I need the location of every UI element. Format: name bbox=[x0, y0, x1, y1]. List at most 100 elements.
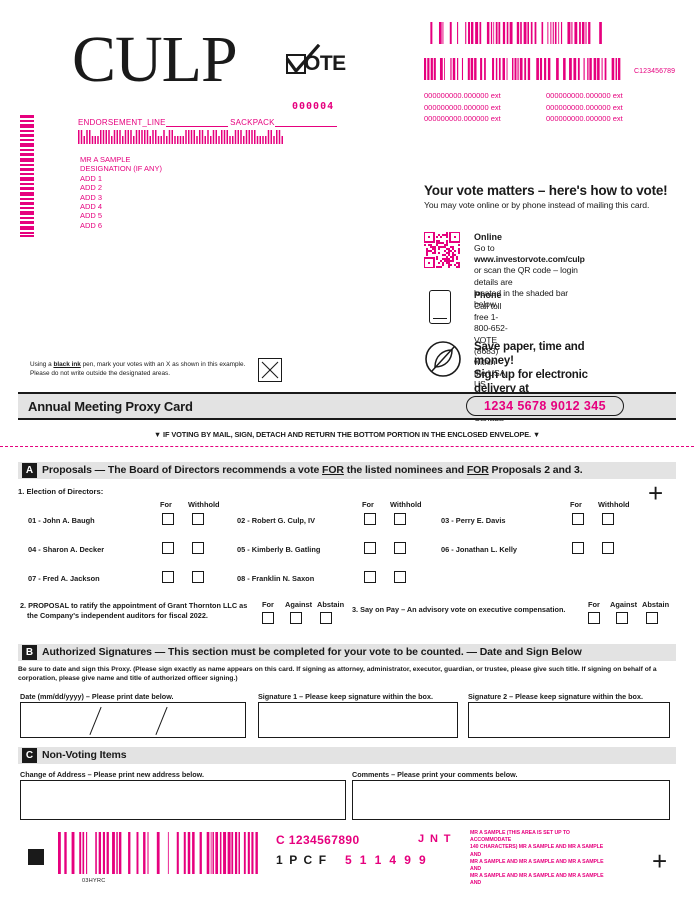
nominee-02: 02 - Robert G. Culp, IV bbox=[237, 516, 316, 525]
phone-icon bbox=[424, 290, 451, 324]
signature-instructions: Be sure to date and sign this Proxy. (Pl… bbox=[18, 666, 657, 683]
proxy-card-title: Annual Meeting Proxy Card bbox=[28, 399, 193, 414]
sackpack-blank bbox=[274, 118, 337, 127]
endorsement-label: ENDORSEMENT_LINE bbox=[78, 118, 166, 127]
registration-mark-top-right: + bbox=[648, 478, 664, 508]
marking-instructions: Using a black ink pen, mark your votes w… bbox=[30, 360, 252, 378]
online-text: Online Go to www.investorvote.com/culp o… bbox=[474, 232, 585, 310]
checkbox-06-for[interactable] bbox=[572, 542, 584, 554]
qr-code-icon[interactable] bbox=[423, 231, 461, 273]
date-input-box[interactable] bbox=[20, 702, 246, 738]
footer-sample-line: MR A SAMPLE (THIS AREA IS SET UP TO ACCO… bbox=[470, 830, 570, 844]
signature-1-label: Signature 1 – Please keep signature with… bbox=[258, 692, 433, 701]
vote-matters-title: Your vote matters – here's how to vote! bbox=[424, 183, 668, 198]
online-line-1: Go to www.investorvote.com/culp bbox=[474, 243, 585, 265]
col-header-abstain-p2: Abstain bbox=[317, 600, 345, 609]
address-line: ADD 5 bbox=[80, 211, 103, 221]
registration-mark-bottom-right: + bbox=[652, 846, 668, 876]
checkbox-03-for[interactable] bbox=[572, 513, 584, 525]
edelivery-line-1: Save paper, time and money! bbox=[474, 341, 585, 367]
section-a-for-1: FOR bbox=[322, 464, 344, 476]
footer-jnt-code: J N T bbox=[418, 833, 452, 845]
footer-digits: 5 1 1 4 9 9 bbox=[345, 853, 429, 867]
proposal-2-line-2: the Company's independent auditors for f… bbox=[27, 610, 208, 620]
checkbox-05-withhold[interactable] bbox=[394, 542, 406, 554]
checkbox-07-withhold[interactable] bbox=[192, 571, 204, 583]
checkbox-02-withhold[interactable] bbox=[394, 513, 406, 525]
address-line: MR A SAMPLE bbox=[80, 155, 131, 164]
checkbox-04-withhold[interactable] bbox=[192, 542, 204, 554]
perforation-line bbox=[0, 446, 694, 447]
section-c-title: Non-Voting Items bbox=[42, 749, 127, 761]
date-field-label: Date (mm/dd/yyyy) – Please print date be… bbox=[20, 692, 174, 701]
checkbox-01-for[interactable] bbox=[162, 513, 174, 525]
ext-value: 000000000.000000 ext bbox=[424, 114, 501, 123]
checkbox-p2-for[interactable] bbox=[262, 612, 274, 624]
online-line-3: located in the shaded bar below. bbox=[474, 287, 569, 310]
checkbox-p2-abstain[interactable] bbox=[320, 612, 332, 624]
ext-value: 000000000.000000 ext bbox=[424, 102, 501, 112]
proposal-3-line-1: 3. Say on Pay – An advisory vote on exec… bbox=[352, 605, 566, 614]
checkbox-07-for[interactable] bbox=[162, 571, 174, 583]
checkbox-05-for[interactable] bbox=[364, 542, 376, 554]
ext-values-grid: 000000000.000000 ext 000000000.000000 ex… bbox=[424, 90, 668, 125]
comments-box[interactable] bbox=[352, 780, 670, 820]
online-line-2: or scan the QR code – login details are bbox=[474, 265, 578, 287]
address-line: ADD 4 bbox=[80, 202, 103, 212]
checkbox-06-withhold[interactable] bbox=[602, 542, 614, 554]
online-url[interactable]: www.investorvote.com/culp bbox=[474, 254, 585, 265]
phone-heading: Phone bbox=[474, 290, 502, 300]
ext-row: 000000000.000000 ext 000000000.000000 ex… bbox=[424, 113, 668, 125]
proposal-3-text: 3. Say on Pay – An advisory vote on exec… bbox=[352, 605, 592, 615]
signature-2-label: Signature 2 – Please keep signature with… bbox=[468, 692, 643, 701]
checkbox-p3-against[interactable] bbox=[616, 612, 628, 624]
col-header-against-p3: Against bbox=[610, 600, 638, 609]
vertical-barcode bbox=[20, 115, 34, 237]
address-line: DESIGNATION (IF ANY) bbox=[80, 164, 162, 174]
postal-barcode bbox=[78, 130, 288, 144]
top-barcode-1 bbox=[424, 22, 604, 44]
phone-line-1: Call toll free 1-800-652-VOTE (8683) wit… bbox=[474, 301, 508, 368]
address-line: ADD 3 bbox=[80, 192, 103, 202]
checkbox-08-for[interactable] bbox=[364, 571, 376, 583]
checkbox-p2-against[interactable] bbox=[290, 612, 302, 624]
ext-value: 000000000.000000 ext bbox=[546, 114, 623, 123]
top-barcode-2 bbox=[424, 58, 630, 80]
footer-pcf-code: 1 P C F bbox=[276, 853, 328, 867]
signature-2-box[interactable] bbox=[468, 702, 670, 738]
change-of-address-box[interactable] bbox=[20, 780, 346, 820]
section-a-for-2: FOR bbox=[466, 464, 489, 476]
checkbox-p3-abstain[interactable] bbox=[646, 612, 658, 624]
col-header-for-1: For bbox=[160, 500, 172, 509]
change-of-address-label: Change of Address – Please print new add… bbox=[20, 770, 204, 779]
checkmark-icon bbox=[285, 44, 321, 74]
col-header-withhold-3: Withhold bbox=[598, 500, 630, 509]
section-a-bar bbox=[18, 462, 676, 479]
footer-sample-line: MR A SAMPLE AND MR A SAMPLE AND MR A SAM… bbox=[470, 873, 604, 887]
col-header-withhold-2: Withhold bbox=[390, 500, 422, 509]
nominee-05: 05 - Kimberly B. Gatling bbox=[237, 545, 321, 554]
proxy-bar bbox=[18, 394, 676, 418]
online-goto-prefix: Go to bbox=[474, 243, 495, 253]
checkbox-03-withhold[interactable] bbox=[602, 513, 614, 525]
checkbox-08-withhold[interactable] bbox=[394, 571, 406, 583]
footer-sample-line: MR A SAMPLE AND MR A SAMPLE AND MR A SAM… bbox=[470, 858, 604, 873]
section-b-title: Authorized Signatures — This section mus… bbox=[42, 646, 582, 658]
address-line: ADD 2 bbox=[80, 183, 103, 193]
mark-instr-a: Using a bbox=[30, 361, 54, 368]
proxy-bar-rule-top bbox=[18, 392, 676, 395]
col-header-for-2: For bbox=[362, 500, 374, 509]
sackpack-label: SACKPACK bbox=[230, 118, 275, 127]
section-a-title-part3: Proposals 2 and 3. bbox=[488, 464, 583, 476]
ext-value: 000000000.000000 ext bbox=[546, 102, 623, 112]
checkbox-p3-for[interactable] bbox=[588, 612, 600, 624]
comments-label: Comments – Please print your comments be… bbox=[352, 770, 518, 779]
checkbox-01-withhold[interactable] bbox=[192, 513, 204, 525]
signature-1-box[interactable] bbox=[258, 702, 458, 738]
footer-job-code: 03HYRC bbox=[82, 878, 106, 884]
section-a-title-part2: the listed nominees and bbox=[343, 464, 467, 476]
vote-matters-subtitle: You may vote online or by phone instead … bbox=[424, 200, 650, 210]
checkbox-04-for[interactable] bbox=[162, 542, 174, 554]
section-a-letter: A bbox=[22, 463, 37, 478]
checkbox-02-for[interactable] bbox=[364, 513, 376, 525]
